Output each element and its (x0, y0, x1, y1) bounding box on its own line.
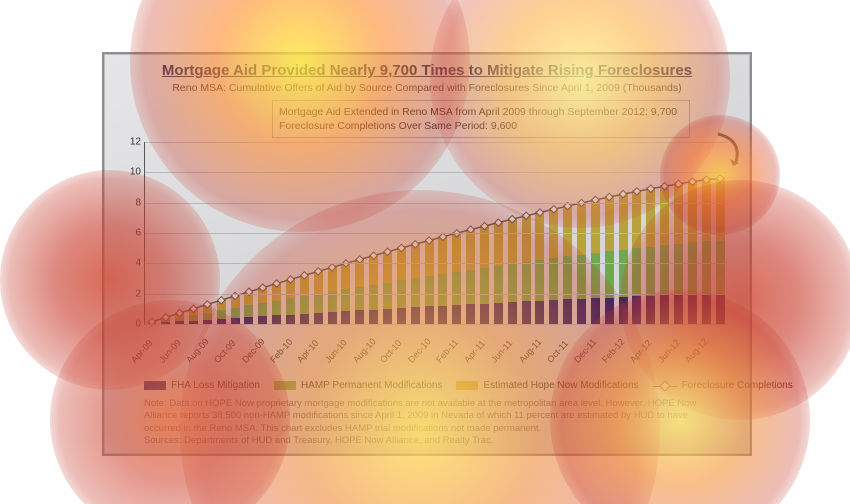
legend: FHA Loss Mitigation HAMP Permanent Modif… (144, 380, 726, 391)
x-tick-label: Jun-09 (157, 338, 183, 365)
legend-swatch-line-icon (653, 381, 677, 391)
legend-swatch-hamp (274, 381, 296, 390)
legend-hopenow: Estimated Hope Now Modifications (456, 380, 638, 391)
legend-label-fha: FHA Loss Mitigation (171, 380, 260, 391)
chart-title: Mortgage Aid Provided Nearly 9,700 Times… (104, 62, 750, 79)
x-tick-label: Dec-11 (572, 337, 598, 365)
legend-label-hopenow: Estimated Hope Now Modifications (483, 380, 638, 391)
x-tick-label: Jun-10 (323, 338, 349, 365)
x-tick-label: Oct-11 (545, 338, 570, 364)
x-tick-label: Apr-12 (628, 338, 654, 365)
grid-line (145, 324, 727, 325)
y-tick-label: 12 (117, 137, 145, 148)
x-tick-label: Feb-11 (434, 337, 460, 364)
legend-swatch-fha (144, 381, 166, 390)
legend-fha: FHA Loss Mitigation (144, 380, 260, 391)
y-tick-label: 8 (117, 197, 145, 208)
callout-line-1: Mortgage Aid Extended in Reno MSA from A… (279, 105, 683, 119)
y-tick-label: 2 (117, 288, 145, 299)
x-tick-label: Jun-12 (656, 338, 682, 365)
x-tick-label: Aug-12 (683, 336, 710, 364)
x-tick-label: Apr-11 (462, 338, 487, 364)
x-tick-label: Feb-12 (600, 337, 627, 365)
chart-subtitle: Reno MSA: Cumulative Offers of Aid by So… (104, 82, 750, 94)
grid-line (145, 172, 727, 173)
x-tick-label: Apr-09 (129, 338, 155, 365)
x-tick-label: Apr-10 (295, 338, 321, 365)
grid-line (145, 263, 727, 264)
sources-text: Sources: Departments of HUD and Treasury… (144, 435, 493, 446)
y-tick-label: 0 (117, 319, 145, 330)
x-tick-label: Dec-10 (406, 336, 433, 364)
legend-swatch-hopenow (456, 381, 478, 390)
x-tick-label: Oct-10 (378, 338, 404, 365)
plot-area: 024681012 (144, 142, 727, 325)
legend-label-hamp: HAMP Permanent Modifications (301, 380, 443, 391)
chart-card: Mortgage Aid Provided Nearly 9,700 Times… (102, 52, 752, 456)
chart-note: Note: Data on HOPE Now proprietary mortg… (144, 398, 724, 447)
legend-hamp: HAMP Permanent Modifications (274, 380, 443, 391)
x-axis-labels: Apr-09Jun-09Aug-09Oct-09Dec-09Feb-10Apr-… (144, 326, 726, 386)
grid-line (145, 294, 727, 295)
x-tick-label: Dec-09 (240, 336, 267, 364)
x-tick-label: Jun-11 (489, 338, 514, 365)
x-tick-label: Aug-09 (184, 336, 211, 364)
legend-label-line: Foreclosure Completions (682, 380, 793, 391)
x-tick-label: Aug-11 (517, 337, 543, 365)
grid-line (145, 203, 727, 204)
x-tick-label: Aug-10 (351, 336, 378, 364)
chart-callout: Mortgage Aid Extended in Reno MSA from A… (272, 100, 690, 138)
callout-line-2: Foreclosure Completions Over Same Period… (279, 119, 683, 133)
x-tick-label: Oct-09 (212, 338, 238, 365)
grid-line (145, 233, 727, 234)
y-tick-label: 10 (117, 167, 145, 178)
legend-line: Foreclosure Completions (653, 380, 793, 391)
y-tick-label: 4 (117, 258, 145, 269)
grid-line (145, 142, 727, 143)
y-tick-label: 6 (117, 228, 145, 239)
x-tick-label: Feb-10 (268, 337, 295, 365)
note-text: Note: Data on HOPE Now proprietary mortg… (144, 398, 696, 434)
